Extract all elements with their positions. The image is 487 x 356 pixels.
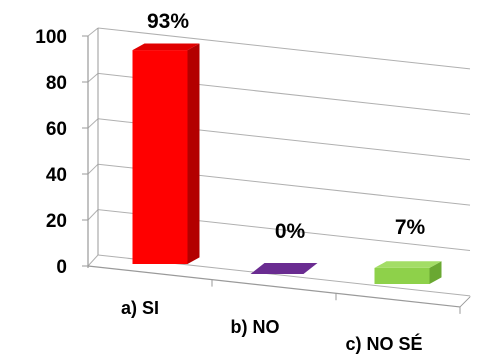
floor-right-edge xyxy=(459,296,471,308)
x-axis-line xyxy=(87,265,461,308)
axes xyxy=(82,28,471,314)
bar xyxy=(250,263,318,274)
bars xyxy=(132,43,442,284)
y-tick-label: 60 xyxy=(46,119,67,140)
data-label: 93% xyxy=(147,10,189,33)
gridline-connector xyxy=(87,118,99,129)
y-tick-label: 20 xyxy=(46,211,67,232)
bar xyxy=(132,50,188,264)
gridline-connector xyxy=(87,73,99,83)
category-labels: a) SI b) NO c) NO SÉ xyxy=(121,298,423,354)
gridline-connector xyxy=(87,209,99,221)
gridline-connector xyxy=(87,163,99,175)
gridline-connector xyxy=(87,27,99,37)
category-label: b) NO xyxy=(231,317,280,337)
y-tick-label: 0 xyxy=(56,257,67,278)
y-tick-label: 80 xyxy=(46,73,67,94)
y-tick-label: 100 xyxy=(35,27,67,48)
bar-top xyxy=(374,261,442,268)
data-label: 0% xyxy=(275,220,306,243)
bar-side xyxy=(187,43,200,264)
bar-top xyxy=(132,43,200,51)
gridline xyxy=(97,27,471,70)
category-label: a) SI xyxy=(121,298,159,318)
data-labels: 93% 0% 7% xyxy=(147,10,426,243)
data-label: 7% xyxy=(395,216,426,239)
bar-side xyxy=(429,261,442,284)
y-tick-label: 40 xyxy=(46,165,67,186)
gridline-connector xyxy=(87,254,99,267)
y-tick-labels: 0 20 40 60 80 100 xyxy=(35,27,67,278)
category-label: c) NO SÉ xyxy=(345,333,422,354)
bar xyxy=(374,267,430,284)
